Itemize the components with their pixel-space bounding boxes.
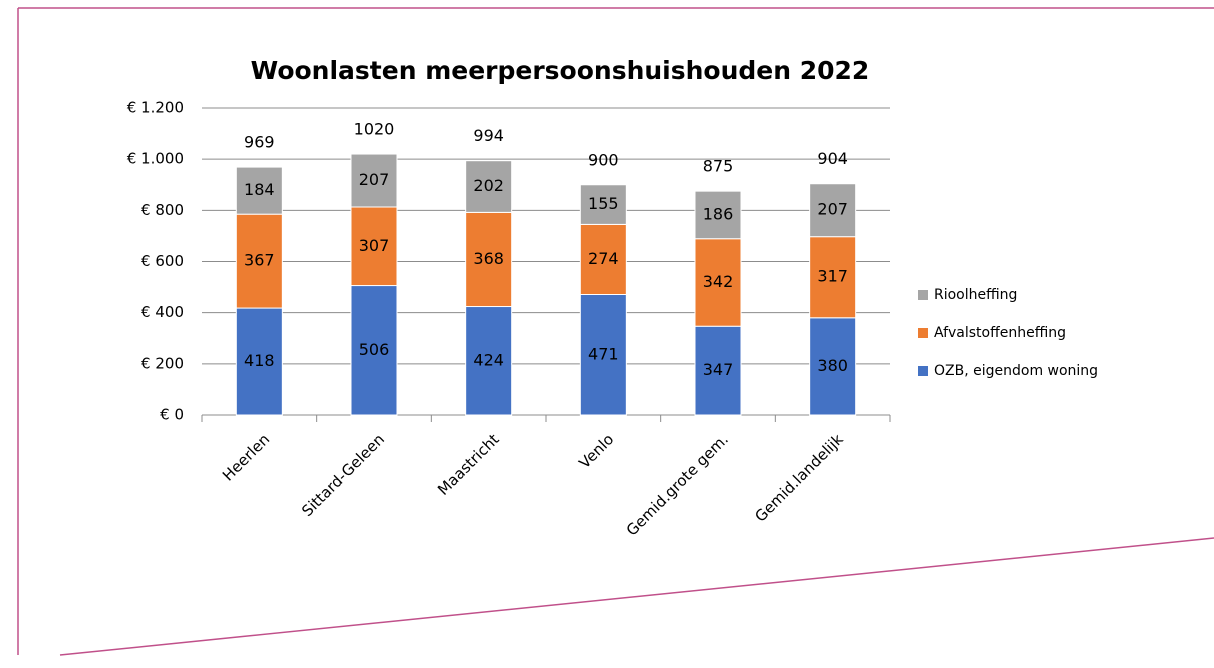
data-label: 184	[244, 180, 275, 199]
bar-segment	[694, 238, 742, 327]
x-tick-label: Venlo	[575, 430, 617, 472]
y-tick-label: € 200	[141, 354, 184, 372]
data-label: 368	[473, 249, 504, 268]
data-label: 186	[703, 204, 734, 223]
data-label: 202	[473, 176, 504, 195]
bar-segment	[809, 236, 857, 319]
y-tick-label: € 1.200	[127, 99, 184, 117]
y-tick-label: € 600	[141, 252, 184, 270]
y-tick-label: € 1.000	[127, 150, 184, 168]
data-label: 207	[817, 200, 848, 219]
data-label: 367	[244, 251, 275, 270]
x-tick-label: Gemid.landelijk	[751, 430, 846, 525]
total-label: 875	[703, 157, 734, 176]
data-label: 207	[359, 170, 390, 189]
total-label: 994	[473, 126, 504, 145]
bar-segment	[579, 184, 627, 225]
data-label: 342	[703, 272, 734, 291]
legend-swatch	[918, 328, 928, 338]
bar-segment	[465, 211, 513, 308]
legend-label: Afvalstoffenheffing	[934, 325, 1066, 341]
bar-segment	[350, 153, 398, 208]
x-tick-label: Sittard-Geleen	[298, 430, 388, 520]
data-label: 506	[359, 340, 390, 359]
data-label: 418	[244, 351, 275, 370]
frame-line	[59, 537, 1214, 656]
data-label: 307	[359, 236, 390, 255]
total-label: 904	[817, 149, 848, 168]
legend-label: OZB, eigendom woning	[934, 363, 1098, 379]
bar-segment	[235, 213, 283, 309]
y-tick-label: € 400	[141, 303, 184, 321]
bar-segment	[235, 307, 283, 416]
x-tick-label: Gemid.grote gem.	[623, 430, 732, 539]
x-tick-label: Maastricht	[434, 430, 503, 499]
data-label: 380	[817, 356, 848, 375]
data-label: 155	[588, 194, 619, 213]
bar-segment	[465, 160, 513, 213]
legend-label: Rioolheffing	[934, 287, 1017, 303]
data-label: 471	[588, 344, 619, 363]
legend-swatch	[918, 290, 928, 300]
data-label: 424	[473, 350, 504, 369]
bar-segment	[350, 285, 398, 416]
bar-segment	[579, 294, 627, 416]
legend-swatch	[918, 366, 928, 376]
data-label: 274	[588, 249, 619, 268]
bar-segment	[809, 317, 857, 416]
y-tick-label: € 800	[141, 201, 184, 219]
total-label: 900	[588, 150, 619, 169]
total-label: 969	[244, 133, 275, 152]
data-label: 347	[703, 360, 734, 379]
total-label: 1020	[354, 120, 395, 139]
data-label: 317	[817, 267, 848, 286]
x-tick-label: Heerlen	[219, 430, 273, 484]
chart-title: Woonlasten meerpersoonshuishouden 2022	[251, 56, 870, 85]
bar-segment	[694, 190, 742, 240]
y-tick-label: € 0	[160, 406, 184, 424]
bar-segment	[809, 183, 857, 238]
bar-segment	[350, 206, 398, 287]
bar-segment	[235, 166, 283, 215]
bar-segment	[694, 325, 742, 416]
